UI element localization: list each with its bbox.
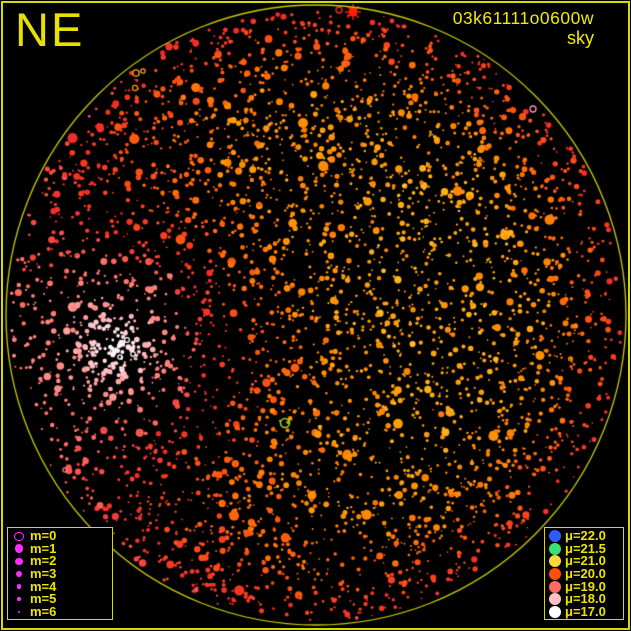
legend-label: μ=22.0 [565,528,606,544]
m-marker-icon [8,597,30,602]
m-marker-icon [8,610,30,613]
title-block: 03k61111o0600w sky [453,8,594,49]
plot-title: 03k61111o0600w [452,8,594,28]
legend-row: μ=19.0 [545,580,623,593]
mu-marker-icon [545,568,565,581]
legend-label: m=0 [30,528,57,544]
legend-row: m=1 [8,540,112,556]
legend-row: m=4 [8,580,112,593]
legend-label: μ=21.5 [565,540,606,556]
legend-label: μ=21.0 [565,553,606,569]
sky-brightness-legend: μ=22.0 μ=21.5 μ=21.0 μ=20.0 μ=19.0 μ=18.… [544,527,624,621]
m-marker-icon [8,584,30,590]
legend-row: μ=21.5 [545,540,623,556]
legend-label: m=3 [30,566,57,582]
legend-label: m=1 [30,540,57,556]
legend-row: m=2 [8,553,112,569]
legend-label: m=5 [30,591,57,607]
legend-label: μ=18.0 [565,591,606,607]
legend-label: m=6 [30,603,57,619]
legend-label: m=4 [30,578,57,594]
m-marker-icon [8,531,30,541]
legend-label: μ=17.0 [565,603,606,619]
plot-subtitle: sky [567,28,594,49]
m-marker-icon [8,544,30,554]
legend-label: μ=20.0 [565,566,606,582]
orientation-label: NE [15,3,85,56]
mu-marker-icon [545,555,565,568]
m-marker-icon [8,570,30,578]
mu-marker-icon [545,593,565,606]
mu-marker-icon [545,542,565,555]
legend-row: m=6 [8,603,112,619]
m-marker-icon [8,557,30,566]
legend-row: μ=21.0 [545,553,623,569]
legend-row: m=5 [8,591,112,607]
mu-marker-icon [545,605,565,618]
legend-row: μ=17.0 [545,603,623,619]
legend-label: μ=19.0 [565,578,606,594]
legend-label: m=2 [30,553,57,569]
legend-row: μ=18.0 [545,591,623,607]
legend-row: μ=20.0 [545,566,623,582]
magnitude-size-legend: m=0 m=1 m=2 m=3 m=4 m=5 m=6 [7,527,113,621]
legend-row: m=0 [8,528,112,544]
mu-marker-icon [545,580,565,593]
legend-row: μ=22.0 [545,528,623,544]
legend-row: m=3 [8,566,112,582]
mu-marker-icon [545,530,565,543]
